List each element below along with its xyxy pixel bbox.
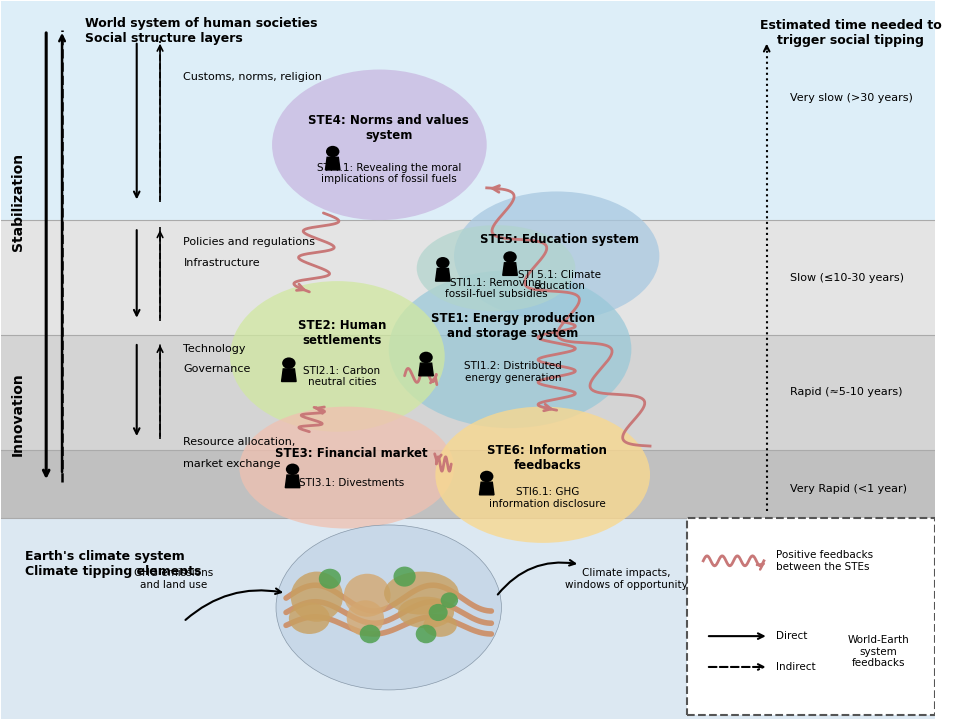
Text: STI1.2: Distributed
energy generation: STI1.2: Distributed energy generation: [464, 361, 562, 383]
Ellipse shape: [480, 471, 493, 482]
Ellipse shape: [230, 281, 444, 432]
Text: Technology: Technology: [183, 344, 246, 354]
Text: Slow (≤10-30 years): Slow (≤10-30 years): [790, 272, 904, 282]
Polygon shape: [479, 482, 494, 495]
Text: STE1: Energy production
and storage system: STE1: Energy production and storage syst…: [431, 312, 595, 340]
Ellipse shape: [286, 464, 300, 475]
Ellipse shape: [436, 407, 650, 543]
Ellipse shape: [384, 572, 459, 615]
Bar: [1, 220, 935, 335]
Text: Very Rapid (<1 year): Very Rapid (<1 year): [790, 484, 907, 494]
Text: Rapid (≈5-10 years): Rapid (≈5-10 years): [790, 387, 902, 397]
Ellipse shape: [454, 192, 660, 320]
Text: Indirect: Indirect: [776, 662, 816, 672]
Ellipse shape: [319, 569, 341, 589]
Ellipse shape: [282, 357, 296, 369]
Text: Estimated time needed to
trigger social tipping: Estimated time needed to trigger social …: [759, 19, 942, 48]
Ellipse shape: [436, 257, 449, 269]
Text: STE5: Education system: STE5: Education system: [480, 233, 639, 246]
Text: STI4.1: Revealing the moral
implications of fossil fuels: STI4.1: Revealing the moral implications…: [317, 163, 461, 184]
Bar: [1, 1, 935, 220]
Bar: [1, 518, 935, 719]
Ellipse shape: [398, 597, 454, 629]
Ellipse shape: [417, 225, 575, 311]
Polygon shape: [281, 369, 296, 382]
Polygon shape: [503, 263, 517, 275]
Text: Resource allocation,: Resource allocation,: [183, 438, 296, 448]
Text: STE4: Norms and values
system: STE4: Norms and values system: [308, 114, 469, 143]
Ellipse shape: [326, 146, 340, 157]
Text: STI1.1: Removing
fossil-fuel subsidies: STI1.1: Removing fossil-fuel subsidies: [444, 277, 547, 299]
Text: STI6.1: GHG
information disclosure: STI6.1: GHG information disclosure: [489, 487, 606, 508]
Ellipse shape: [503, 251, 516, 263]
Text: Policies and regulations: Policies and regulations: [183, 237, 316, 247]
Text: Governance: Governance: [183, 364, 251, 374]
Bar: [1, 335, 935, 450]
Ellipse shape: [272, 70, 487, 220]
Ellipse shape: [423, 614, 457, 637]
Text: Climate impacts,
windows of opportunity: Climate impacts, windows of opportunity: [565, 568, 688, 590]
Ellipse shape: [429, 604, 447, 621]
Text: Infrastructure: Infrastructure: [183, 258, 260, 268]
Polygon shape: [419, 363, 433, 376]
Text: STE2: Human
settlements: STE2: Human settlements: [298, 319, 386, 347]
Text: STE6: Information
feedbacks: STE6: Information feedbacks: [488, 444, 608, 472]
Ellipse shape: [344, 574, 391, 617]
Ellipse shape: [416, 625, 437, 643]
Ellipse shape: [239, 407, 454, 528]
Text: STI 5.1: Climate
education: STI 5.1: Climate education: [518, 269, 601, 291]
Ellipse shape: [389, 270, 632, 428]
Ellipse shape: [289, 603, 330, 634]
Text: STI2.1: Carbon
neutral cities: STI2.1: Carbon neutral cities: [303, 366, 380, 387]
Text: market exchange: market exchange: [183, 459, 281, 469]
Text: Very slow (>30 years): Very slow (>30 years): [790, 93, 913, 103]
Ellipse shape: [394, 567, 416, 587]
Polygon shape: [325, 157, 340, 170]
Text: GHG emissions
and land use: GHG emissions and land use: [134, 568, 214, 590]
Ellipse shape: [360, 625, 380, 643]
Text: Innovation: Innovation: [12, 372, 25, 456]
Ellipse shape: [291, 572, 343, 622]
Text: Customs, norms, religion: Customs, norms, religion: [183, 72, 323, 81]
Bar: [1, 450, 935, 518]
Polygon shape: [285, 475, 300, 487]
Text: STI3.1: Divestments: STI3.1: Divestments: [299, 478, 404, 488]
Text: World-Earth
system
feedbacks: World-Earth system feedbacks: [848, 635, 909, 668]
Text: Stabilization: Stabilization: [12, 153, 25, 251]
Ellipse shape: [441, 593, 458, 608]
Text: Earth's climate system
Climate tipping elements: Earth's climate system Climate tipping e…: [25, 550, 201, 578]
Text: Direct: Direct: [776, 631, 807, 641]
Polygon shape: [436, 269, 450, 281]
FancyBboxPatch shape: [687, 518, 935, 715]
Ellipse shape: [276, 525, 501, 690]
Ellipse shape: [347, 600, 384, 636]
Text: Positive feedbacks
between the STEs: Positive feedbacks between the STEs: [776, 550, 874, 572]
Text: STE3: Financial market: STE3: Financial market: [276, 446, 428, 460]
Ellipse shape: [420, 351, 433, 363]
Text: World system of human societies
Social structure layers: World system of human societies Social s…: [85, 17, 318, 45]
